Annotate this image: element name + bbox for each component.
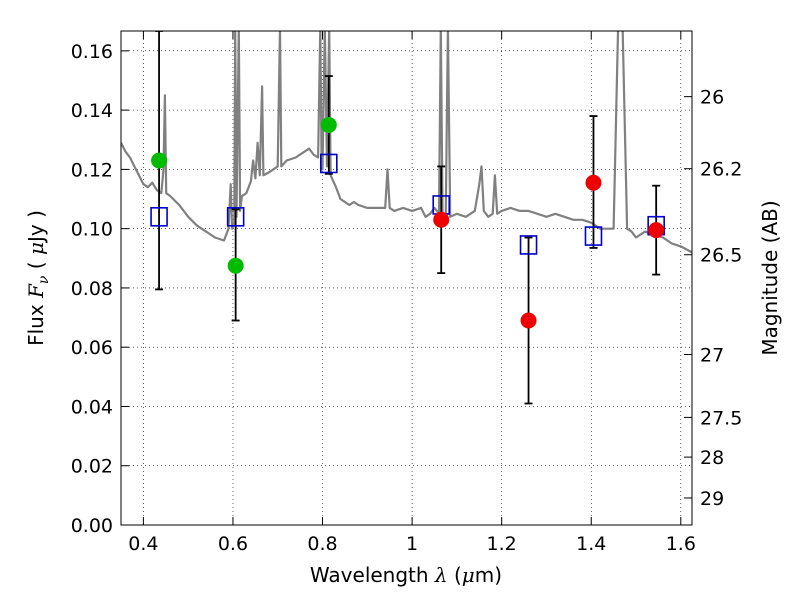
nir-flux-point [585, 174, 602, 191]
x-axis-label-open: ( [448, 563, 462, 587]
x-tick-label: 1.6 [666, 533, 696, 555]
y2-tick-label: 27 [700, 344, 724, 366]
nir-flux-point [648, 222, 665, 239]
optical-flux-point [227, 257, 244, 274]
y-axis-label-prefix: Flux [24, 298, 48, 346]
y-tick-label: 0.00 [71, 515, 113, 537]
y2-tick-labels: 26 26.2 26.5 27 27.5 28 29 [700, 87, 742, 510]
y2-axis-label: Magnitude (AB) [758, 200, 782, 355]
y-axis-label-open: ( [24, 255, 48, 276]
y-tick-label: 0.10 [71, 219, 113, 241]
x-tick-label: 0.4 [128, 533, 158, 555]
y-axis-label-subscript: ν [36, 275, 52, 284]
x-tick-label: 1.2 [487, 533, 517, 555]
y-tick-label: 0.12 [71, 159, 113, 181]
optical-flux-point [151, 152, 168, 169]
y2-tick-label: 27.5 [700, 407, 742, 429]
y-tick-labels: 0.00 0.02 0.04 0.06 0.08 0.10 0.12 0.14 0.16 [71, 41, 113, 537]
plot-frame [120, 30, 693, 526]
y-tick-label: 0.14 [71, 100, 113, 122]
y-tick-label: 0.08 [71, 278, 113, 300]
x-tick-label: 1 [406, 533, 418, 555]
nir-flux-point [433, 211, 450, 228]
model-photometry-square [226, 207, 245, 227]
y-axis-label-unit: Jy ) [24, 210, 48, 244]
y-tick-label: 0.04 [71, 396, 113, 418]
x-tick-label: 0.6 [218, 533, 248, 555]
y2-tick-label: 26.2 [700, 159, 742, 181]
y-axis-label-symbol: F [24, 283, 48, 299]
y2-tick-label: 29 [700, 488, 724, 510]
nir-flux-point [520, 312, 537, 329]
optical-flux-point [320, 116, 337, 133]
y-axis-label: Flux Fν ( μJy ) [24, 210, 52, 346]
spectrum-layer [121, 31, 692, 254]
model-photometry-square [319, 153, 338, 174]
plot-area [121, 31, 692, 525]
y2-tick-label: 28 [700, 447, 724, 469]
x-axis-label-symbol: λ [434, 563, 448, 587]
marker-layer [150, 116, 665, 329]
x-axis-label-unit-symbol: μ [462, 563, 475, 587]
x-axis-label: Wavelength λ (μm) [310, 563, 502, 587]
model-spectrum-line [121, 31, 692, 254]
y-axis-label-unit-symbol: μ [24, 242, 48, 255]
model-photometry-square [519, 235, 538, 255]
model-photometry-square [150, 207, 168, 227]
ticks [121, 31, 692, 526]
x-tick-labels: 0.4 0.6 0.8 1 1.2 1.4 1.6 [128, 533, 696, 555]
y2-tick-label: 26 [700, 87, 724, 109]
x-tick-label: 1.4 [576, 533, 606, 555]
y2-tick-label: 26.5 [700, 245, 742, 267]
x-axis-label-prefix: Wavelength [310, 563, 435, 587]
y-tick-label: 0.06 [71, 337, 113, 359]
y-tick-label: 0.16 [71, 41, 113, 63]
x-tick-label: 0.8 [307, 533, 337, 555]
y-tick-label: 0.02 [71, 456, 113, 478]
model-photometry-square [584, 226, 603, 246]
x-axis-label-unit: m) [475, 563, 502, 587]
